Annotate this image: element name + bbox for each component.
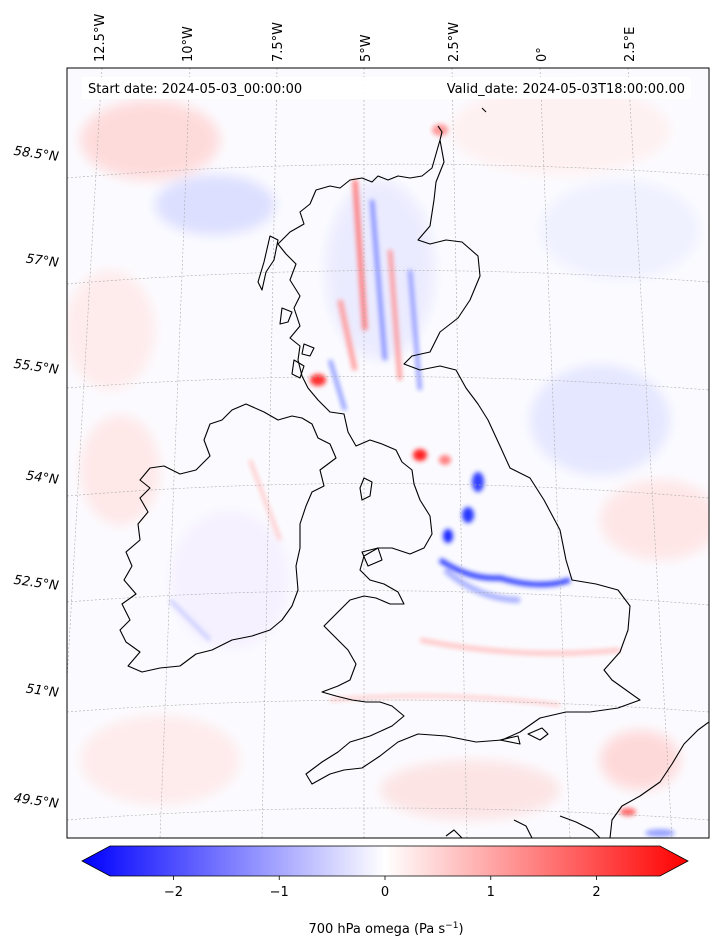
lon-tick: 2.5°E [623,27,638,62]
lat-tick-labels: 58.5°N 57°N 55.5°N 54°N 52.5°N 51°N 49.5… [13,144,60,812]
lat-tick: 51°N [25,682,60,701]
colorbar-tick-label: 0 [381,885,389,900]
colorbar-tick-label: 2 [592,885,600,900]
coastlines [119,107,709,838]
valid-date: Valid_date: 2024-05-03T18:00:00.00 [447,82,685,97]
lon-tick: 10°W [181,26,196,62]
colorbar: −2 −1 0 1 2 700 hPa omega (Pa s−1) [81,845,689,937]
lat-tick: 49.5°N [13,791,60,812]
map-panel [66,67,710,839]
lat-tick: 54°N [25,469,60,488]
lon-tick: 2.5°W [447,22,462,62]
colorbar-tick-label: −1 [270,885,289,900]
gridlines [67,68,709,838]
info-header-background [82,77,691,99]
colorbar-label: 700 hPa omega (Pa s−1) [308,921,463,937]
colorbar-tick-label: 1 [487,885,495,900]
map-frame [66,67,710,839]
colorbar-bar [81,845,689,877]
lon-tick: 5°W [359,34,374,62]
lat-tick: 52.5°N [13,573,60,594]
lat-tick: 57°N [25,252,60,271]
colorbar-ticks: −2 −1 0 1 2 [164,876,601,900]
lon-tick-labels: 12.5°W 10°W 7.5°W 5°W 2.5°W 0° 2.5°E [93,14,638,62]
lon-tick: 0° [535,47,550,62]
lat-tick: 58.5°N [13,144,60,165]
lon-tick: 7.5°W [271,22,286,62]
start-date: Start date: 2024-05-03_00:00:00 [88,82,302,97]
lon-tick: 12.5°W [93,14,108,62]
coastline-ireland [119,403,337,673]
info-header: Start date: 2024-05-03_00:00:00 Valid_da… [82,77,691,99]
colorbar-tick-label: −2 [164,885,183,900]
coastline-great-britain [277,139,641,785]
lat-tick: 55.5°N [13,357,60,378]
